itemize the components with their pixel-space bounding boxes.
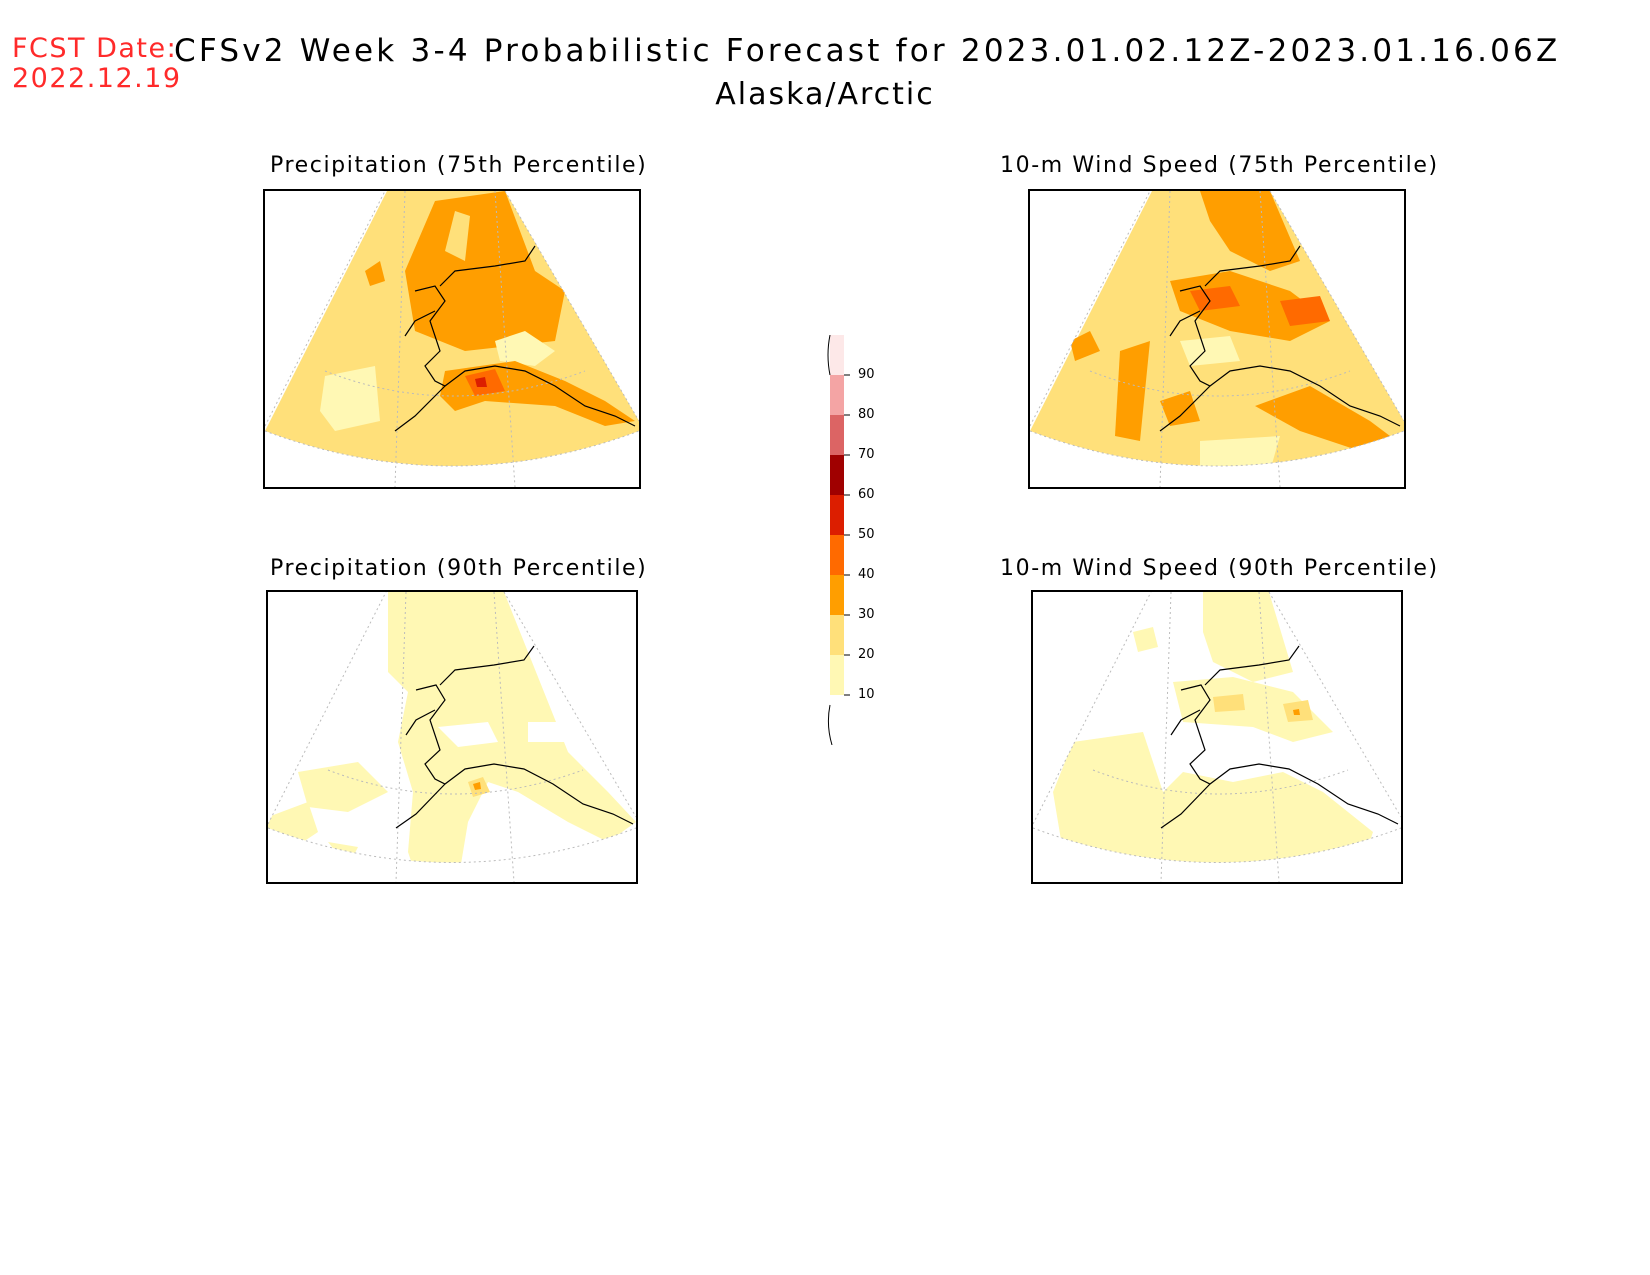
colorbar-label: 50 — [858, 527, 875, 542]
colorbar-label: 80 — [858, 407, 875, 422]
colorbar-label: 40 — [858, 567, 875, 582]
map-wind-75 — [1028, 189, 1406, 489]
colorbar-label: 20 — [858, 647, 875, 662]
page-title: CFSv2 Week 3-4 Probabilistic Forecast fo… — [174, 33, 1561, 69]
colorbar-label: 30 — [858, 607, 875, 622]
map-precip-90-plot — [268, 592, 636, 882]
map-wind-90-plot — [1033, 592, 1401, 882]
colorbar-swatch — [830, 335, 844, 375]
region-title: Alaska/Arctic — [0, 78, 1650, 112]
colorbar-swatch — [830, 535, 844, 575]
panel-title-wind-75: 10-m Wind Speed (75th Percentile) — [1000, 153, 1439, 178]
colorbar-label: 70 — [858, 447, 875, 462]
colorbar-swatch — [830, 455, 844, 495]
colorbar-swatch — [830, 495, 844, 535]
colorbar-swatch — [830, 575, 844, 615]
map-wind-90 — [1031, 590, 1403, 884]
colorbar-label: 90 — [858, 367, 875, 382]
panel-title-precip-90: Precipitation (90th Percentile) — [270, 556, 648, 581]
colorbar-label: 60 — [858, 487, 875, 502]
map-precip-75-plot — [265, 191, 639, 487]
colorbar — [827, 335, 850, 745]
colorbar-swatch — [830, 415, 844, 455]
forecast-date: FCST Date: 2022.12.19 — [12, 34, 182, 94]
colorbar-swatch — [830, 375, 844, 415]
forecast-date-label: FCST Date: — [12, 33, 178, 64]
forecast-date-value: 2022.12.19 — [12, 63, 182, 94]
panel-title-wind-90: 10-m Wind Speed (90th Percentile) — [1000, 556, 1439, 581]
map-wind-75-plot — [1030, 191, 1404, 487]
colorbar-swatch — [830, 655, 844, 695]
region-label: Alaska/Arctic — [715, 77, 935, 112]
panel-title-precip-75: Precipitation (75th Percentile) — [270, 153, 648, 178]
colorbar-swatch — [830, 615, 844, 655]
colorbar-label: 10 — [858, 687, 875, 702]
map-precip-90 — [266, 590, 638, 884]
map-precip-75 — [263, 189, 641, 489]
